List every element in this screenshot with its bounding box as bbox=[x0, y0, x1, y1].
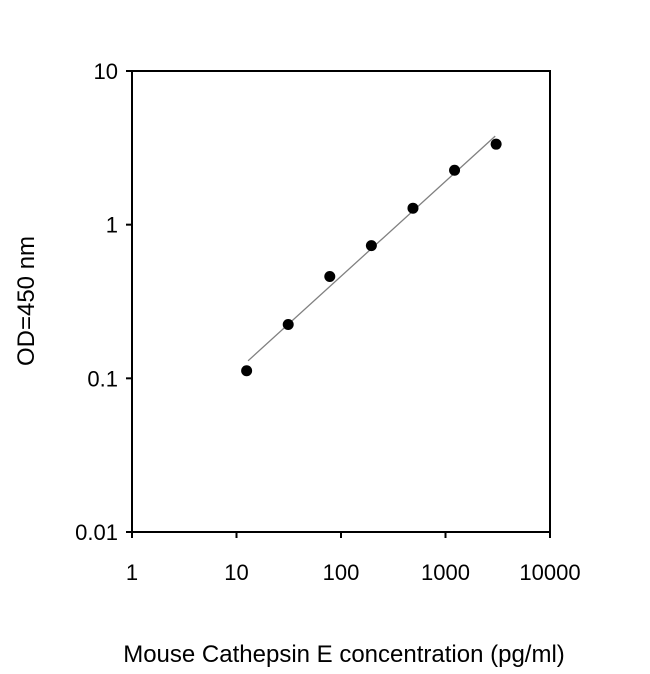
data-point bbox=[490, 138, 502, 150]
plot-frame bbox=[131, 70, 551, 533]
data-point bbox=[324, 270, 336, 282]
x-tick-label: 10000 bbox=[519, 560, 580, 585]
data-point bbox=[449, 164, 461, 176]
y-axis-title: OD=450 nm bbox=[13, 236, 40, 366]
y-tick-label: 0.01 bbox=[75, 520, 118, 545]
data-point bbox=[282, 319, 294, 331]
x-axis-title: Mouse Cathepsin E concentration (pg/ml) bbox=[123, 641, 565, 668]
data-points bbox=[241, 138, 502, 377]
y-tick-label: 1 bbox=[106, 213, 118, 238]
data-point bbox=[365, 240, 377, 252]
x-tick-label: 1000 bbox=[421, 560, 470, 585]
axes bbox=[126, 70, 551, 538]
y-tick-label: 0.1 bbox=[87, 366, 118, 391]
y-tick-label: 10 bbox=[94, 59, 118, 84]
x-tick-label: 1 bbox=[126, 560, 138, 585]
data-point bbox=[407, 202, 419, 214]
data-point bbox=[241, 365, 253, 377]
x-tick-label: 100 bbox=[323, 560, 360, 585]
tick-labels: 1 10 100 1000 10000 0.01 0.1 1 10 bbox=[75, 59, 580, 585]
x-tick-label: 10 bbox=[224, 560, 248, 585]
